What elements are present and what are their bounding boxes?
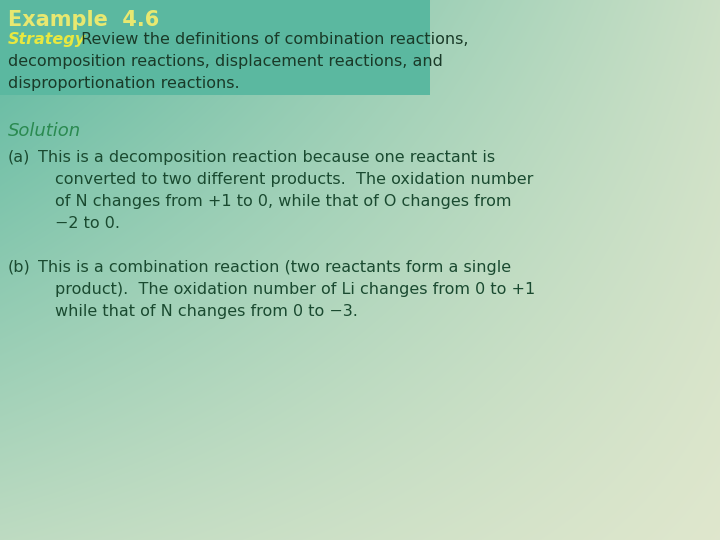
Text: Example  4.6: Example 4.6 xyxy=(8,10,159,30)
Text: −2 to 0.: −2 to 0. xyxy=(55,216,120,231)
Text: Strategy: Strategy xyxy=(8,32,86,47)
Text: Review the definitions of combination reactions,: Review the definitions of combination re… xyxy=(76,32,469,47)
Text: (a): (a) xyxy=(8,150,30,165)
Text: (b): (b) xyxy=(8,260,31,275)
FancyBboxPatch shape xyxy=(0,0,430,95)
Text: of N changes from +1 to 0, while that of O changes from: of N changes from +1 to 0, while that of… xyxy=(55,194,511,209)
Text: Solution: Solution xyxy=(8,122,81,140)
Text: This is a decomposition reaction because one reactant is: This is a decomposition reaction because… xyxy=(38,150,495,165)
Text: while that of N changes from 0 to −3.: while that of N changes from 0 to −3. xyxy=(55,304,358,319)
Text: product).  The oxidation number of Li changes from 0 to +1: product). The oxidation number of Li cha… xyxy=(55,282,535,297)
Text: This is a combination reaction (two reactants form a single: This is a combination reaction (two reac… xyxy=(38,260,511,275)
Text: converted to two different products.  The oxidation number: converted to two different products. The… xyxy=(55,172,534,187)
Text: disproportionation reactions.: disproportionation reactions. xyxy=(8,76,240,91)
Text: decomposition reactions, displacement reactions, and: decomposition reactions, displacement re… xyxy=(8,54,443,69)
